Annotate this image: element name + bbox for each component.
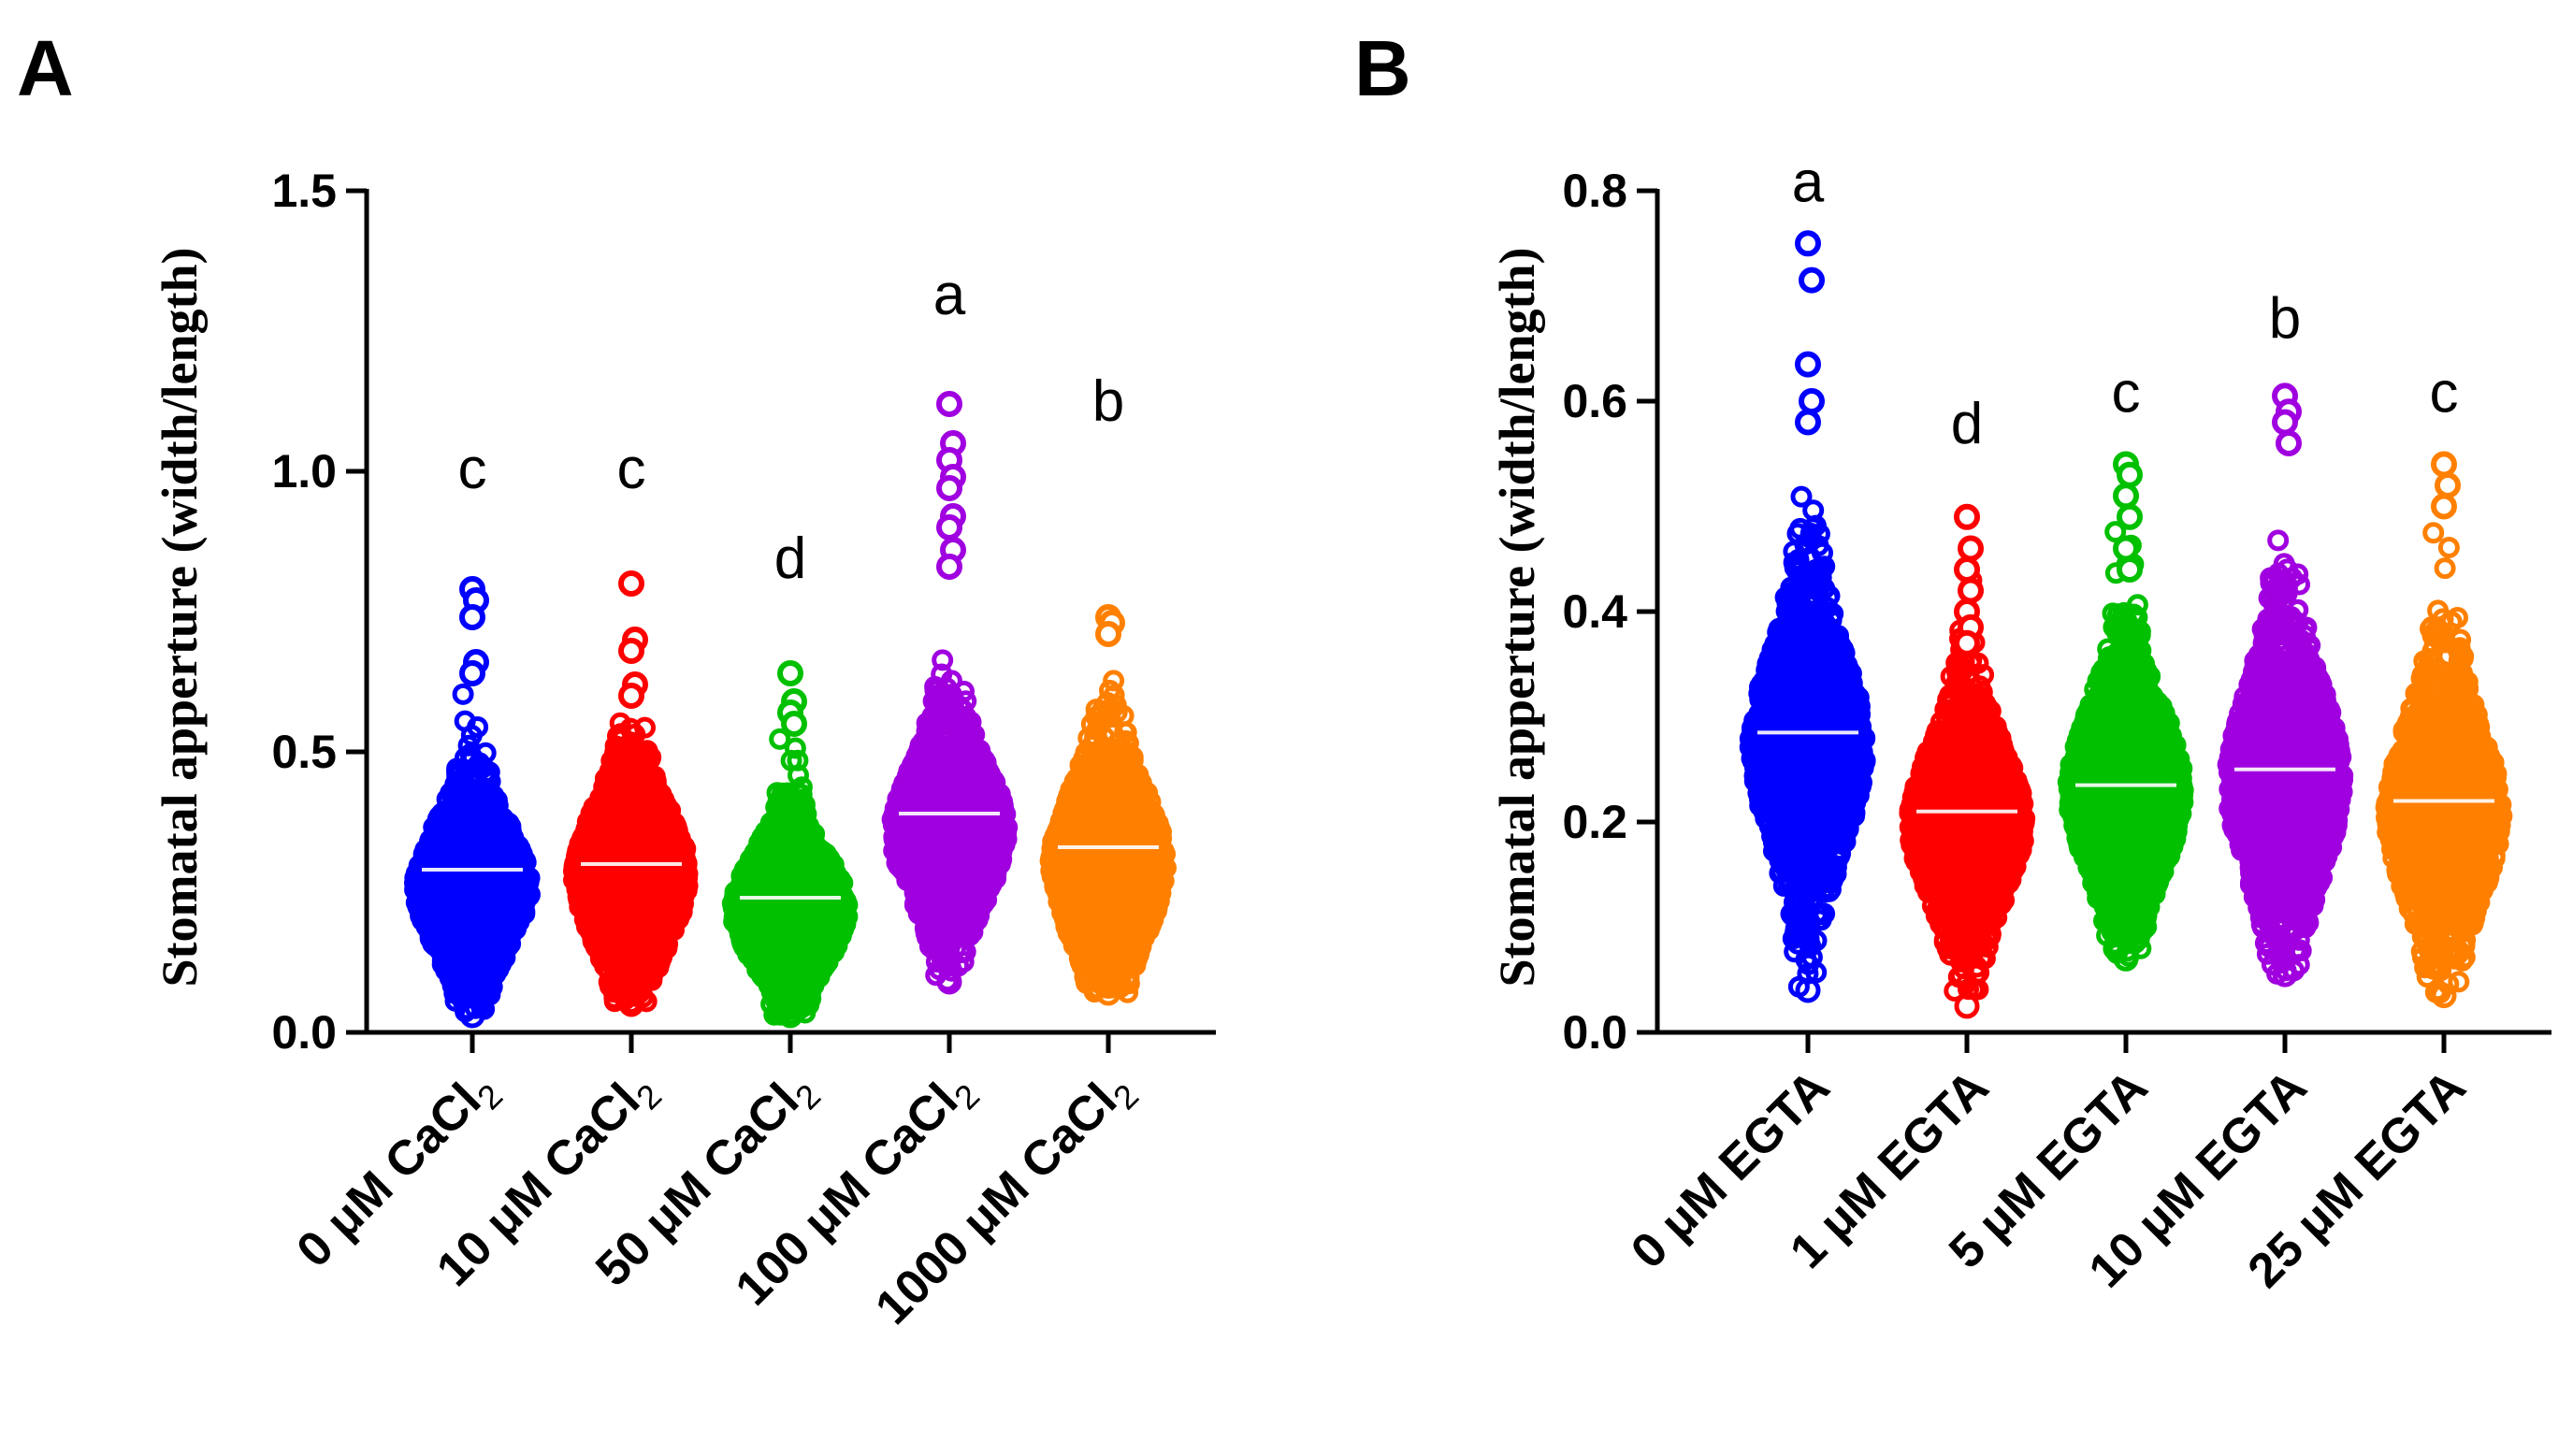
group-2 [563, 570, 699, 1017]
significance-letter: c [617, 437, 646, 501]
significance-letter: c [458, 437, 487, 501]
y-tick-label: 1.0 [271, 445, 337, 497]
significance-letter: d [774, 526, 806, 591]
outlier-point [618, 683, 644, 709]
panel-a: A Stomatal apperture (width/length) 0.0 0.… [17, 24, 1216, 1335]
panel-letter: A [17, 24, 74, 112]
y-tick-label: 0.0 [271, 1006, 337, 1059]
data-point [452, 683, 474, 705]
group-4 [881, 391, 1019, 995]
outlier-point [777, 660, 803, 686]
y-tick-label: 0.5 [271, 726, 337, 778]
outlier-point [459, 660, 485, 686]
group-1 [404, 576, 541, 1029]
y-axis-label: Stomatal apperture (width/length) [152, 248, 208, 987]
outlier-point [618, 570, 644, 597]
group-3 [721, 660, 859, 1029]
outlier-point [781, 711, 807, 737]
y-tick-label: 1.5 [271, 165, 337, 217]
outlier-point [459, 604, 485, 630]
outlier-point [618, 638, 644, 664]
